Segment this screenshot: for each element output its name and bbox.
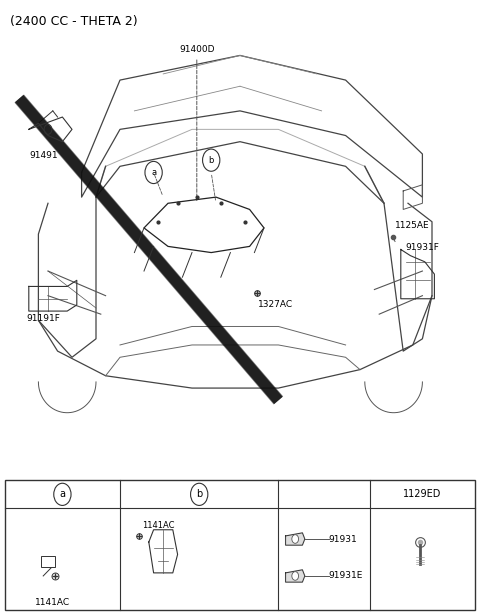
Text: 1327AC: 1327AC xyxy=(258,300,293,309)
Text: b: b xyxy=(196,489,203,500)
Circle shape xyxy=(292,572,299,580)
Text: 91931E: 91931E xyxy=(329,572,363,580)
Text: 1141AC: 1141AC xyxy=(35,598,71,607)
FancyBboxPatch shape xyxy=(41,556,55,567)
Text: 91400D: 91400D xyxy=(179,46,215,200)
Text: 91931: 91931 xyxy=(329,535,358,543)
Text: b: b xyxy=(208,156,214,164)
Circle shape xyxy=(292,535,299,543)
Polygon shape xyxy=(286,570,305,582)
Text: 1129ED: 1129ED xyxy=(403,489,442,500)
Text: (2400 CC - THETA 2): (2400 CC - THETA 2) xyxy=(10,15,137,28)
Text: a: a xyxy=(60,489,65,500)
Polygon shape xyxy=(286,533,305,545)
Text: 1125AE: 1125AE xyxy=(395,221,429,230)
Text: 91491: 91491 xyxy=(29,151,58,160)
Text: 1141AC: 1141AC xyxy=(142,521,174,530)
Text: 91931F: 91931F xyxy=(406,243,440,253)
Text: 91191F: 91191F xyxy=(26,314,60,323)
Text: a: a xyxy=(151,168,156,177)
FancyBboxPatch shape xyxy=(5,480,475,610)
